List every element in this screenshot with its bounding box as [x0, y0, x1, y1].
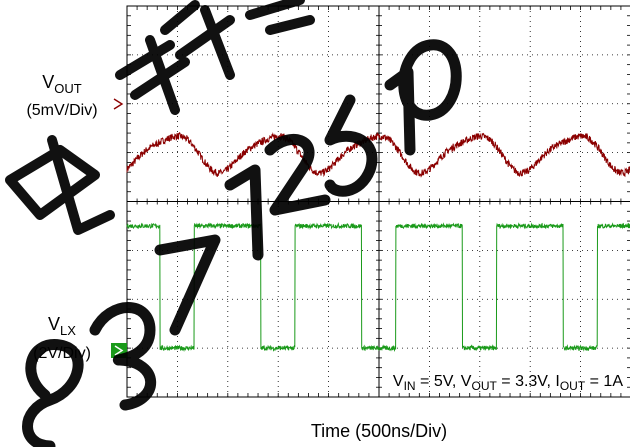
annotation-part: = 1A: [585, 373, 623, 390]
annotation-part: IN: [404, 379, 416, 393]
watermark: [5, 0, 462, 447]
annotation-part: OUT: [471, 379, 497, 393]
vout-scale-label: (5mV/Div): [26, 102, 97, 119]
annotation-part: = 5V, V: [416, 373, 472, 390]
trace-vlx: [126, 221, 630, 353]
trace-vout: [126, 131, 630, 178]
vout-label: VOUT: [42, 72, 82, 96]
annotation-part: V: [393, 373, 404, 390]
annotation-part: OUT: [560, 379, 586, 393]
annotation-part: = 3.3V, I: [497, 373, 560, 390]
vlx-label: VLX: [48, 314, 76, 338]
conditions-annotation: VIN = 5V, VOUT = 3.3V, IOUT = 1A: [393, 373, 623, 393]
x-axis-label: Time (500ns/Div): [311, 421, 447, 441]
traces: [126, 131, 630, 353]
vout-marker: [113, 98, 124, 110]
